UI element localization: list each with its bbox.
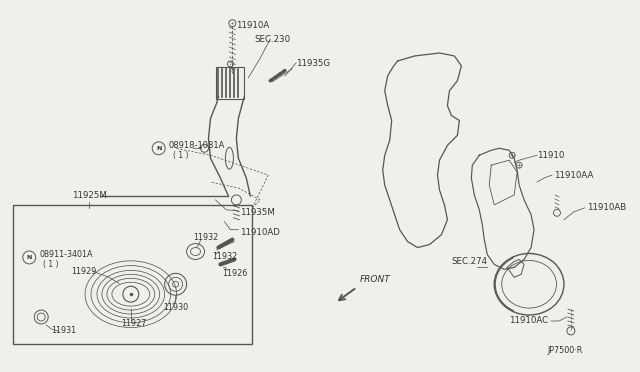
Text: 11930: 11930 <box>163 302 188 312</box>
Text: 11931: 11931 <box>51 326 76 336</box>
Text: 11926: 11926 <box>223 269 248 278</box>
Text: N: N <box>156 146 161 151</box>
Text: 11925M: 11925M <box>72 191 106 200</box>
Text: ( 1 ): ( 1 ) <box>44 260 59 269</box>
Text: 11910A: 11910A <box>236 21 269 30</box>
Text: 11910AA: 11910AA <box>554 171 593 180</box>
Text: FRONT: FRONT <box>360 275 390 284</box>
Text: 11910AC: 11910AC <box>509 317 548 326</box>
Text: 11910: 11910 <box>537 151 564 160</box>
Text: 11910AD: 11910AD <box>241 228 280 237</box>
Text: 11929: 11929 <box>71 267 97 276</box>
Text: SEC.230: SEC.230 <box>254 35 291 44</box>
Text: 11932: 11932 <box>193 233 219 242</box>
Text: 11927: 11927 <box>121 320 147 328</box>
Text: SEC.274: SEC.274 <box>451 257 488 266</box>
Text: 11935G: 11935G <box>296 59 330 68</box>
Text: 11935M: 11935M <box>241 208 275 217</box>
Text: 08918-1081A: 08918-1081A <box>169 141 225 150</box>
Text: JP7500·R: JP7500·R <box>547 346 582 355</box>
Text: N: N <box>27 255 32 260</box>
Text: ( 1 ): ( 1 ) <box>173 151 188 160</box>
Text: 11910AB: 11910AB <box>587 203 626 212</box>
Text: 11932: 11932 <box>212 251 237 260</box>
Bar <box>13 205 252 344</box>
Text: 08911-3401A: 08911-3401A <box>39 250 93 259</box>
